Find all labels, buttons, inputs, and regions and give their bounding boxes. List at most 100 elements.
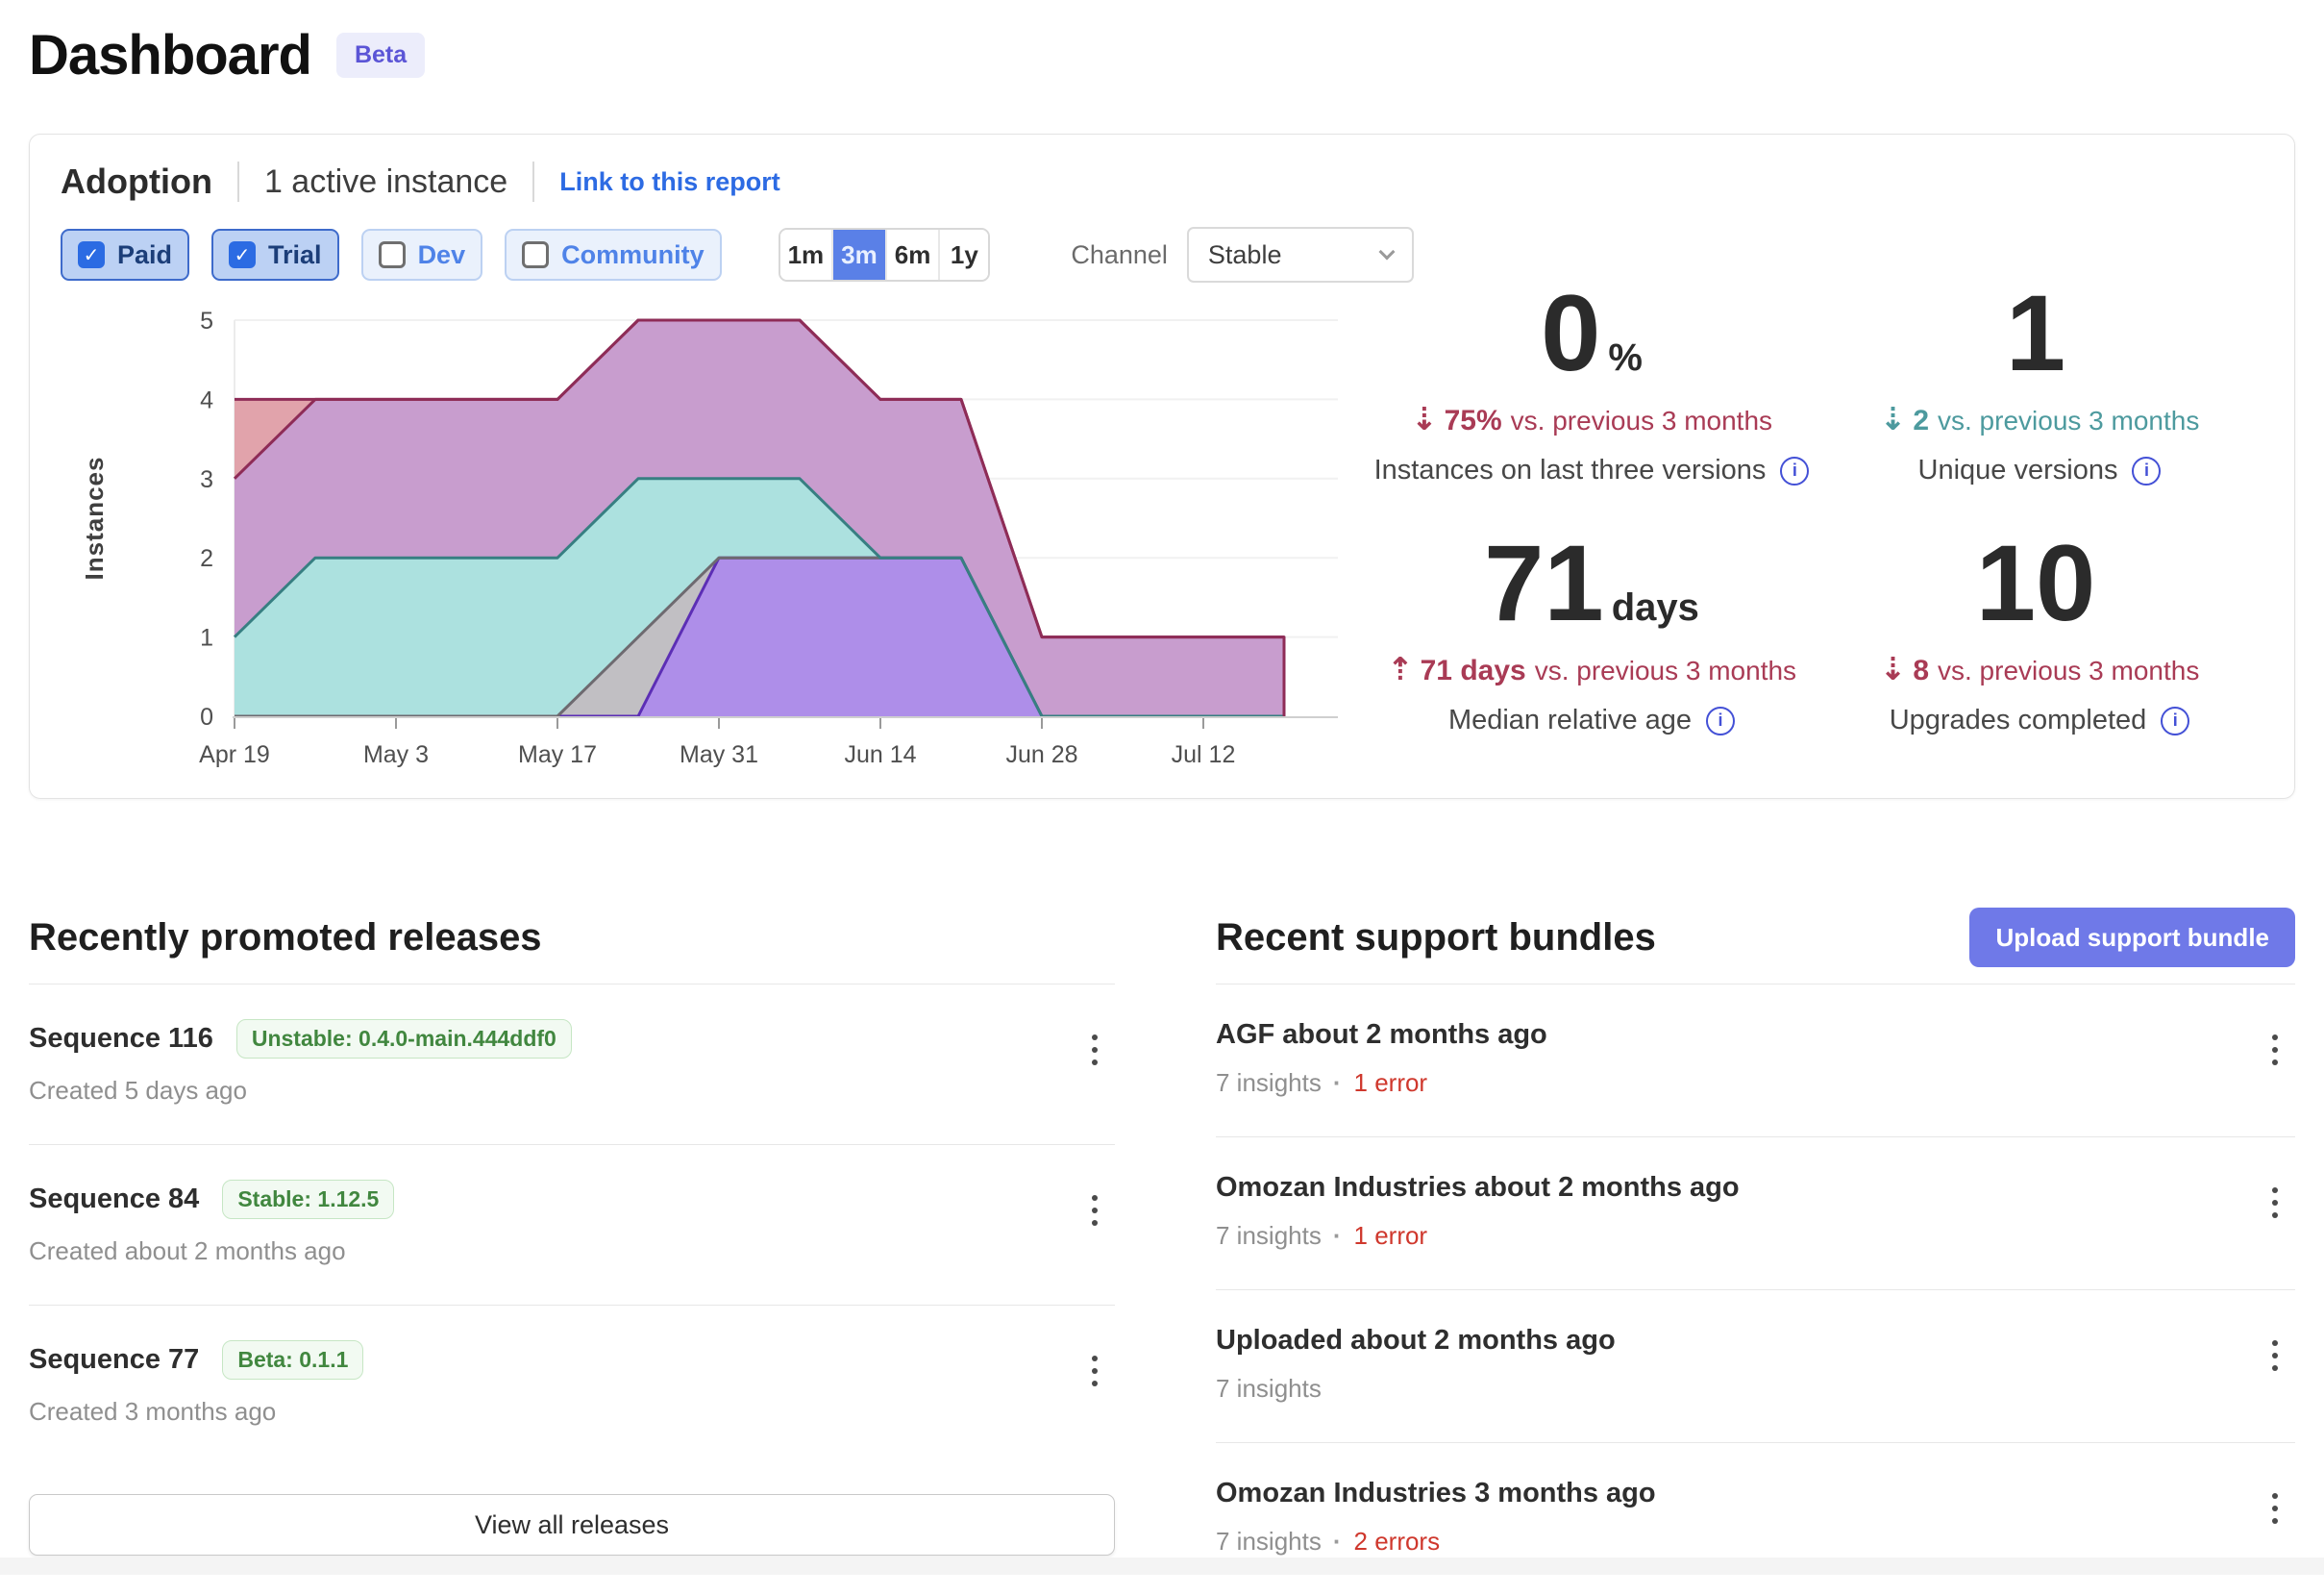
support-bundle-row: Omozan Industries 3 months ago 7 insight… <box>1216 1442 2295 1595</box>
page-title: Dashboard <box>29 24 312 87</box>
release-row: Sequence 84 Stable: 1.12.5 Created about… <box>29 1144 1115 1305</box>
stat-delta-value: 71 days <box>1420 655 1526 687</box>
trend-down-icon: ⇣ <box>1410 400 1438 438</box>
info-icon[interactable] <box>2132 456 2162 486</box>
stat-label-row: Instances on last three versions <box>1368 455 1816 486</box>
release-title[interactable]: Sequence 84 <box>29 1184 200 1214</box>
svg-text:May 31: May 31 <box>680 741 758 768</box>
stat-delta-text: vs. previous 3 months <box>1938 656 2200 686</box>
active-instance-count: 1 active instance <box>263 162 508 200</box>
svg-text:1: 1 <box>200 625 213 652</box>
stat-delta-value: 2 <box>1913 405 1929 437</box>
range-6m-button[interactable]: 6m <box>886 230 941 280</box>
stat-delta-text: vs. previous 3 months <box>1510 406 1773 436</box>
svg-text:2: 2 <box>200 545 213 572</box>
release-version-badge: Unstable: 0.4.0-main.444ddf0 <box>235 1019 572 1059</box>
support-bundles-list: AGF about 2 months ago 7 insights 1 error… <box>1216 984 2295 1595</box>
svg-text:Jun 14: Jun 14 <box>844 741 916 768</box>
adoption-filters-row: Paid Trial Dev Community 1m 3m 6m 1y Cha… <box>61 227 2263 283</box>
link-to-this-report[interactable]: Link to this report <box>559 166 780 196</box>
checkbox-paid-checked-icon <box>78 241 105 268</box>
svg-text:Jul 12: Jul 12 <box>1172 741 1236 768</box>
stat-number: 10 <box>1975 523 2096 644</box>
adoption-card-header: Adoption 1 active instance Link to this … <box>61 162 2263 202</box>
svg-text:Instances: Instances <box>80 457 109 581</box>
kebab-menu-icon[interactable] <box>1086 1189 1103 1232</box>
release-created: Created 3 months ago <box>29 1397 277 1426</box>
info-icon[interactable] <box>2161 706 2190 735</box>
channel-label: Channel <box>1071 239 1168 269</box>
support-bundle-row: AGF about 2 months ago 7 insights 1 error <box>1216 984 2295 1136</box>
stat-value: 0% <box>1368 278 1816 388</box>
stat-delta-text: vs. previous 3 months <box>1534 656 1797 686</box>
stat-unique-versions: 1 ⇣ 2 vs. previous 3 months Unique version… <box>1816 278 2263 486</box>
info-icon[interactable] <box>1706 706 1736 735</box>
releases-list: Sequence 116 Unstable: 0.4.0-main.444ddf… <box>29 984 1115 1465</box>
filter-label: Dev <box>417 239 466 269</box>
filter-chip-trial[interactable]: Trial <box>211 229 339 281</box>
kebab-menu-icon[interactable] <box>2266 1029 2284 1071</box>
kebab-menu-icon[interactable] <box>2266 1334 2284 1377</box>
checkbox-trial-checked-icon <box>229 241 257 268</box>
stat-value: 71 days <box>1368 529 1816 638</box>
svg-text:4: 4 <box>200 386 213 413</box>
svg-text:May 3: May 3 <box>363 741 429 768</box>
bundle-insights: 7 insights <box>1216 1221 1322 1250</box>
time-range-control: 1m 3m 6m 1y <box>778 228 991 282</box>
range-3m-button[interactable]: 3m <box>833 230 887 280</box>
trend-down-icon: ⇣ <box>1879 400 1907 438</box>
release-created: Created about 2 months ago <box>29 1236 346 1265</box>
bundle-title[interactable]: AGF about 2 months ago <box>1216 1019 1547 1050</box>
filter-label: Trial <box>268 239 322 269</box>
svg-text:Jun 28: Jun 28 <box>1005 741 1077 768</box>
kebab-menu-icon[interactable] <box>1086 1029 1103 1071</box>
support-bundle-row: Uploaded about 2 months ago 7 insights <box>1216 1289 2295 1442</box>
stat-label-row: Upgrades completed <box>1816 705 2263 736</box>
svg-text:0: 0 <box>200 704 213 731</box>
page-bottom-strip <box>0 1558 2324 1575</box>
release-row: Sequence 77 Beta: 0.1.1 Created 3 months… <box>29 1305 1115 1465</box>
bundle-errors: 2 errors <box>1333 1527 1440 1556</box>
stat-number: 71 <box>1484 523 1604 644</box>
kebab-menu-icon[interactable] <box>1086 1350 1103 1392</box>
svg-text:May 17: May 17 <box>518 741 597 768</box>
release-created: Created 5 days ago <box>29 1076 247 1105</box>
adoption-title: Adoption <box>61 162 212 201</box>
filter-chip-dev[interactable]: Dev <box>360 229 483 281</box>
release-title[interactable]: Sequence 77 <box>29 1344 200 1375</box>
release-title[interactable]: Sequence 116 <box>29 1023 213 1054</box>
bundle-title[interactable]: Omozan Industries about 2 months ago <box>1216 1172 1740 1203</box>
support-bundle-row: Omozan Industries about 2 months ago 7 i… <box>1216 1136 2295 1289</box>
filter-chip-paid[interactable]: Paid <box>61 229 190 281</box>
range-1y-button[interactable]: 1y <box>940 230 989 280</box>
info-icon[interactable] <box>1780 456 1810 486</box>
bundle-title[interactable]: Uploaded about 2 months ago <box>1216 1325 1616 1356</box>
releases-heading: Recently promoted releases <box>29 915 542 959</box>
channel-select[interactable]: Stable <box>1186 227 1414 283</box>
chevron-down-icon <box>1378 243 1396 261</box>
stat-instances-on-last-three-versions: 0% ⇣ 75% vs. previous 3 months Instances o… <box>1368 278 1816 486</box>
kebab-menu-icon[interactable] <box>2266 1487 2284 1530</box>
bundle-title[interactable]: Omozan Industries 3 months ago <box>1216 1478 1656 1508</box>
stat-label: Upgrades completed <box>1889 705 2147 736</box>
stat-delta: ⇣ 2 vs. previous 3 months <box>1816 400 2263 437</box>
bundle-errors: 1 error <box>1333 1068 1427 1097</box>
stat-delta: ⇣ 75% vs. previous 3 months <box>1368 400 1816 437</box>
stat-label: Instances on last three versions <box>1373 455 1767 486</box>
kebab-menu-icon[interactable] <box>2266 1182 2284 1224</box>
checkbox-dev-unchecked-icon <box>378 241 406 268</box>
adoption-stats-grid: 0% ⇣ 75% vs. previous 3 months Instances o… <box>1368 278 2263 779</box>
stat-upgrades-completed: 10 ⇣ 8 vs. previous 3 months Upgrades comp… <box>1816 529 2263 736</box>
stat-value: 1 <box>1816 278 2263 388</box>
releases-section: Recently promoted releases Sequence 116 … <box>29 907 1115 1595</box>
release-version-badge: Beta: 0.1.1 <box>222 1340 364 1380</box>
trend-down-icon: ⇣ <box>1879 650 1907 688</box>
support-bundles-section: Recent support bundles Upload support bu… <box>1216 907 2295 1595</box>
stat-label-row: Median relative age <box>1368 705 1816 736</box>
bundle-insights: 7 insights <box>1216 1068 1322 1097</box>
upload-support-bundle-button[interactable]: Upload support bundle <box>1969 908 2295 967</box>
range-1m-button[interactable]: 1m <box>779 230 834 280</box>
view-all-releases-button[interactable]: View all releases <box>29 1494 1115 1556</box>
bundles-heading: Recent support bundles <box>1216 915 1656 959</box>
filter-chip-community[interactable]: Community <box>505 229 722 281</box>
